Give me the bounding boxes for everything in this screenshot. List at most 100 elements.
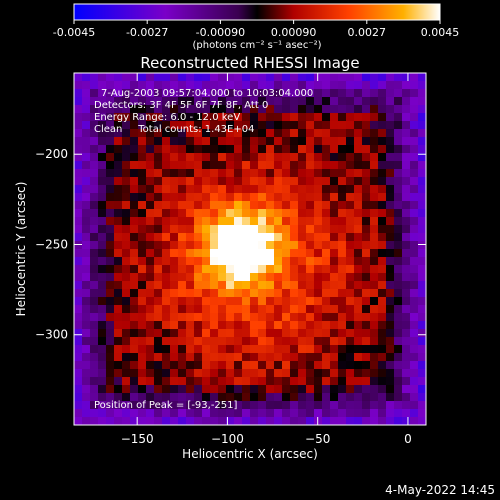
heatmap-cell [178,257,187,266]
heatmap-cell [114,345,123,354]
heatmap-cell [130,73,139,82]
heatmap-cell [370,369,379,378]
heatmap-cell [354,385,363,394]
heatmap-cell [90,225,99,234]
heatmap-cell [194,361,203,370]
heatmap-cell [210,289,219,298]
heatmap-cell [418,393,426,402]
heatmap-cell [106,417,115,425]
heatmap-cell [234,273,243,282]
heatmap-cell [186,369,195,378]
heatmap-cell [122,377,131,386]
heatmap-cell [378,321,387,330]
heatmap-cell [146,385,155,394]
heatmap-cell [290,305,299,314]
heatmap-cell [210,121,219,130]
heatmap-cell [106,209,115,218]
heatmap-cell [98,161,107,170]
heatmap-cell [378,273,387,282]
heatmap-cell [114,169,123,178]
heatmap-cell [314,193,323,202]
heatmap-cell [218,81,227,90]
heatmap-cell [306,73,315,82]
heatmap-cell [266,409,275,418]
heatmap-cell [106,297,115,306]
heatmap-cell [202,185,211,194]
heatmap-cell [194,337,203,346]
heatmap-cell [242,393,251,402]
heatmap-cell [218,225,227,234]
heatmap-cell [370,329,379,338]
heatmap-cell [146,209,155,218]
heatmap-cell [362,217,371,226]
heatmap-cell [170,105,179,114]
heatmap-cell [370,121,379,130]
heatmap-cell [202,297,211,306]
heatmap-cell [410,305,419,314]
heatmap-cell [346,369,355,378]
heatmap-cell [186,73,195,82]
heatmap-cell [186,353,195,362]
heatmap-cell [138,137,147,146]
heatmap-cell [282,121,291,130]
heatmap-cell [74,233,83,242]
heatmap-cell [194,193,203,202]
heatmap-cell [282,161,291,170]
heatmap-cell [74,321,83,330]
heatmap-cell [258,225,267,234]
heatmap-cell [298,137,307,146]
heatmap-cell [362,169,371,178]
heatmap-cell [218,153,227,162]
heatmap-cell [298,377,307,386]
heatmap-cell [362,297,371,306]
heatmap-cell [178,265,187,274]
heatmap-cell [194,313,203,322]
heatmap-cell [178,273,187,282]
heatmap-cell [162,89,171,98]
heatmap-cell [274,137,283,146]
heatmap-cell [226,121,235,130]
heatmap-cell [146,185,155,194]
heatmap-cell [146,137,155,146]
heatmap-cell [410,329,419,338]
heatmap-cell [354,305,363,314]
heatmap-cell [106,281,115,290]
heatmap-cell [82,105,91,114]
heatmap-cell [122,97,131,106]
heatmap-cell [210,281,219,290]
heatmap-cell [298,153,307,162]
heatmap-cell [130,401,139,410]
heatmap-cell [290,377,299,386]
heatmap-cell [290,353,299,362]
heatmap-cell [90,305,99,314]
heatmap-cell [410,377,419,386]
heatmap-cell [306,161,315,170]
heatmap-cell [306,401,315,410]
heatmap-cell [106,185,115,194]
heatmap-cell [410,337,419,346]
heatmap-cell [402,417,411,425]
heatmap-cell [114,241,123,250]
heatmap-cell [226,401,235,410]
heatmap-cell [274,105,283,114]
heatmap-cell [394,241,403,250]
heatmap-cell [242,313,251,322]
heatmap-cell [378,369,387,378]
heatmap-cell [330,185,339,194]
heatmap-cell [354,225,363,234]
heatmap-cell [138,185,147,194]
heatmap-cell [130,145,139,154]
y-tick-label: −200 [35,147,68,161]
heatmap-cell [122,241,131,250]
heatmap-cell [162,241,171,250]
heatmap-cells [74,73,426,425]
heatmap-cell [282,209,291,218]
heatmap-cell [178,193,187,202]
heatmap-cell [370,265,379,274]
heatmap-cell [146,169,155,178]
heatmap-cell [410,129,419,138]
heatmap-cell [410,273,419,282]
heatmap-cell [290,97,299,106]
heatmap-cell [306,121,315,130]
heatmap-cell [250,409,259,418]
